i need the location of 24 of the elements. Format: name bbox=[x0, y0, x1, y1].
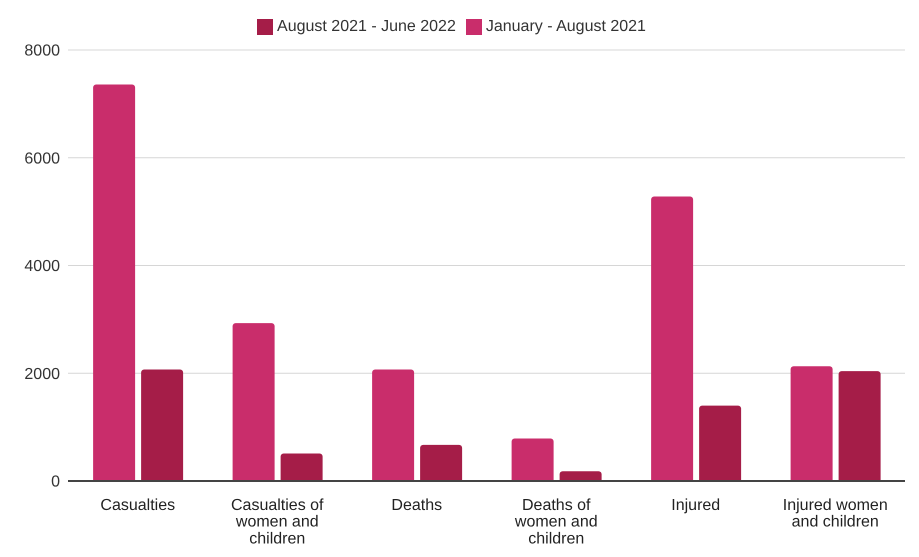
legend-label: August 2021 - June 2022 bbox=[277, 18, 456, 35]
bar bbox=[232, 323, 275, 481]
y-tick-label: 6000 bbox=[24, 150, 60, 168]
x-tick-label: Injured bbox=[671, 496, 720, 514]
bar bbox=[512, 438, 554, 481]
y-tick-label: 8000 bbox=[24, 42, 60, 60]
bar bbox=[790, 366, 833, 481]
x-tick-label: Casualties bbox=[100, 496, 176, 514]
x-tick-label: Injured women and children bbox=[782, 496, 888, 531]
bar bbox=[651, 196, 694, 481]
legend-label: January - August 2021 bbox=[486, 18, 646, 35]
y-tick-label: 0 bbox=[51, 474, 60, 491]
bar bbox=[699, 406, 742, 481]
x-tick-label: Deaths of women and children bbox=[514, 496, 598, 548]
y-tick-label: 2000 bbox=[24, 366, 60, 383]
bar bbox=[838, 371, 881, 481]
bar bbox=[372, 369, 414, 481]
bar bbox=[93, 84, 136, 481]
bar bbox=[280, 454, 323, 481]
bar bbox=[420, 444, 462, 481]
bar bbox=[141, 369, 184, 481]
x-tick-label: Casualties of women and children bbox=[231, 496, 324, 548]
x-tick-label: Deaths bbox=[391, 496, 442, 514]
y-tick-label: 4000 bbox=[24, 258, 60, 276]
